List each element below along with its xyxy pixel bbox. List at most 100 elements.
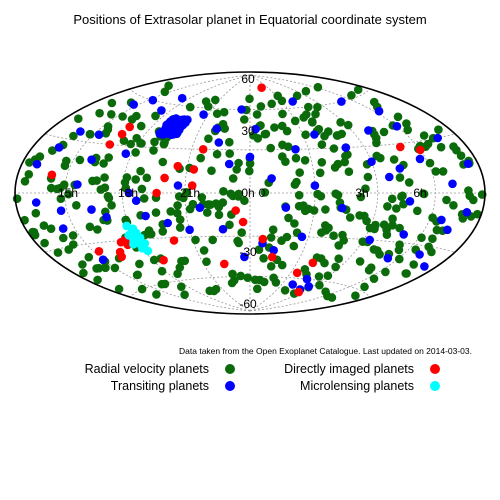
radial-velocity-point	[372, 138, 381, 148]
radial-velocity-point	[330, 163, 340, 172]
transiting-point	[76, 127, 85, 136]
radial-velocity-point	[209, 286, 219, 296]
radial-velocity-point	[313, 82, 323, 92]
radial-velocity-point	[35, 152, 45, 161]
transiting-point	[32, 159, 42, 169]
radial-velocity-point	[94, 263, 104, 273]
directly-imaged-point	[416, 145, 425, 155]
radial-velocity-point	[160, 138, 169, 147]
radial-velocity-point	[191, 235, 200, 245]
transiting-point	[463, 159, 473, 168]
radial-velocity-point	[388, 221, 397, 230]
transiting-point	[392, 122, 402, 131]
legend-label: Microlensing planets	[300, 379, 414, 393]
radial-velocity-point	[100, 183, 110, 192]
radial-velocity-point	[278, 152, 287, 161]
radial-velocity-point	[180, 256, 190, 266]
radial-velocity-point	[387, 194, 397, 204]
directly-imaged-point	[189, 165, 199, 174]
radial-velocity-point	[107, 110, 116, 119]
radial-velocity-point	[299, 201, 308, 210]
directly-imaged-point	[258, 234, 268, 244]
radial-velocity-point	[120, 178, 130, 187]
radial-velocity-point	[302, 110, 311, 119]
radial-velocity-point	[382, 225, 391, 234]
data-source-note: Data taken from the Open Exoplanet Catal…	[179, 346, 472, 356]
transiting-point	[163, 218, 172, 228]
radial-velocity-point	[245, 159, 255, 168]
transiting-point	[87, 205, 96, 214]
radial-velocity-point	[203, 208, 212, 217]
radial-velocity-point	[259, 277, 269, 287]
radial-velocity-point	[201, 97, 211, 106]
legend-label: Directly imaged planets	[284, 362, 414, 376]
transiting-point	[218, 224, 228, 234]
radial-velocity-point	[219, 107, 229, 117]
radial-velocity-point	[277, 236, 286, 245]
radial-velocity-point	[373, 246, 382, 255]
radial-velocity-point	[324, 127, 333, 136]
transiting-point	[237, 105, 246, 114]
radial-velocity-point	[149, 146, 158, 155]
radial-velocity-point	[95, 108, 104, 118]
radial-velocity-point	[355, 257, 365, 266]
radial-velocity-point	[280, 286, 290, 295]
radial-velocity-point	[39, 221, 49, 230]
transiting-point	[195, 203, 205, 212]
transiting-point	[302, 274, 312, 284]
radial-velocity-point	[56, 194, 66, 203]
transiting-point	[73, 180, 82, 189]
radial-velocity-point	[277, 260, 287, 270]
legend-item-transiting: Transiting planets	[30, 379, 235, 393]
radial-velocity-point	[345, 213, 355, 222]
radial-velocity-point	[48, 146, 57, 155]
radial-velocity-point	[188, 199, 198, 209]
radial-velocity-point	[103, 191, 113, 201]
radial-velocity-point	[29, 227, 39, 237]
radial-velocity-point	[283, 142, 293, 151]
radial-velocity-point	[337, 129, 347, 139]
radial-velocity-point	[343, 150, 352, 159]
transiting-point	[291, 145, 300, 154]
radial-velocity-point	[152, 290, 161, 299]
radial-velocity-point	[211, 95, 220, 105]
radial-velocity-point	[323, 291, 332, 301]
transiting-point	[415, 250, 424, 259]
radial-velocity-point	[93, 275, 102, 285]
radial-velocity-point	[295, 168, 305, 177]
transiting-point	[281, 203, 291, 212]
legend-marker-red	[430, 364, 440, 374]
directly-imaged-point	[238, 217, 248, 227]
legend-label: Transiting planets	[110, 379, 209, 393]
radial-velocity-point	[99, 159, 108, 168]
transiting-point	[124, 188, 134, 198]
legend-marker-blue	[225, 381, 235, 391]
transiting-point	[157, 106, 166, 115]
radial-velocity-point	[321, 205, 330, 214]
radial-velocity-point	[409, 260, 419, 269]
radial-velocity-point	[208, 235, 217, 245]
radial-velocity-point	[93, 225, 102, 234]
radial-velocity-point	[419, 131, 429, 140]
radial-velocity-point	[139, 194, 149, 203]
radial-velocity-point	[304, 102, 313, 112]
radial-velocity-point	[419, 189, 428, 198]
radial-velocity-point	[31, 208, 41, 218]
radial-velocity-point	[135, 259, 144, 269]
radial-velocity-point	[157, 279, 167, 289]
radial-velocity-point	[75, 155, 85, 165]
ra-tick-label: 18h	[118, 186, 138, 200]
radial-velocity-point	[321, 226, 331, 235]
radial-velocity-point	[158, 227, 168, 236]
directly-imaged-point	[125, 122, 134, 132]
radial-velocity-point	[291, 153, 301, 163]
directly-imaged-point	[169, 236, 179, 245]
directly-imaged-point	[396, 142, 405, 152]
radial-velocity-point	[199, 246, 209, 255]
radial-velocity-point	[434, 125, 443, 134]
radial-velocity-point	[449, 201, 458, 210]
transiting-point	[269, 246, 279, 255]
radial-velocity-point	[158, 157, 168, 167]
microlensing-point	[140, 239, 150, 248]
radial-velocity-point	[449, 142, 458, 151]
